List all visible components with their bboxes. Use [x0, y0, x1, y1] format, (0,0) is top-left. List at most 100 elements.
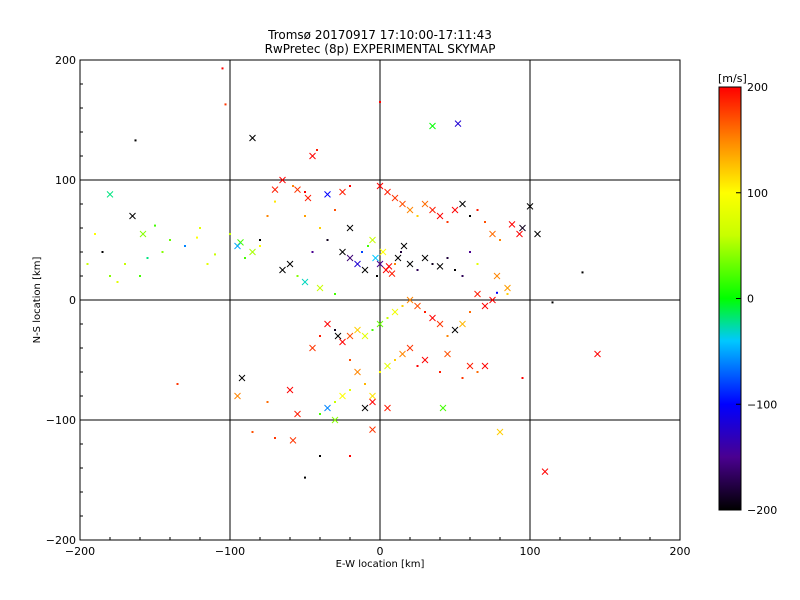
y-tick-label: −200 [46, 534, 76, 547]
data-point-dot [349, 359, 351, 361]
data-point-cross [429, 314, 436, 322]
data-point-dot [424, 311, 426, 313]
data-point-cross [436, 320, 444, 328]
data-point-cross [334, 332, 342, 340]
data-point-dot [296, 275, 299, 277]
data-point-cross [474, 290, 481, 298]
y-tick-label: 100 [55, 174, 76, 187]
y-tick-label: 200 [55, 54, 76, 67]
data-point-cross [400, 242, 408, 250]
x-tick-label: 100 [520, 545, 541, 558]
data-point-dot [251, 431, 254, 433]
data-point-dot [221, 67, 224, 70]
data-point-dot [439, 371, 441, 373]
data-point-dot [146, 257, 149, 259]
chart-title-line2: RwPretec (8p) EXPERIMENTAL SKYMAP [265, 42, 496, 56]
data-point-dot [334, 329, 336, 331]
data-point-cross [429, 122, 436, 130]
data-point-cross [459, 200, 466, 208]
data-point-dot [304, 476, 306, 479]
data-point-dot [461, 377, 464, 379]
data-point-cross [354, 260, 361, 268]
x-tick-label: 200 [670, 545, 691, 558]
data-point-dot [386, 317, 389, 319]
colorbar-tick-label: 200 [747, 81, 768, 94]
data-point-cross [279, 176, 286, 184]
data-point-cross [129, 212, 136, 220]
data-point-dot [259, 245, 261, 247]
data-point-cross [106, 191, 114, 198]
data-point-cross [346, 224, 354, 232]
data-point-dot [400, 251, 402, 253]
data-point-dot [484, 221, 486, 223]
data-point-cross [354, 368, 361, 376]
data-point-dot [367, 245, 369, 247]
data-point-cross [309, 344, 316, 352]
data-point-dot [334, 401, 336, 403]
data-point-dot [224, 103, 227, 106]
data-point-cross [496, 428, 504, 436]
data-point-dot [394, 359, 396, 361]
data-point-dot [446, 335, 449, 337]
data-point-dot [476, 371, 479, 373]
data-point-dot [349, 185, 351, 187]
data-point-dot [161, 251, 164, 253]
data-point-dot [86, 263, 89, 265]
data-point-cross [346, 254, 354, 262]
data-point-dot [154, 224, 156, 227]
data-point-cross [459, 320, 466, 328]
colorbar-tick-label: −200 [747, 504, 777, 517]
data-point-dot [94, 233, 96, 235]
data-point-cross [439, 404, 447, 412]
data-point-cross [504, 284, 511, 292]
data-point-dot [551, 301, 554, 304]
data-point-dot [349, 455, 351, 457]
data-point-cross [339, 338, 346, 346]
data-point-dot [139, 275, 141, 277]
data-point-cross [304, 194, 312, 202]
data-point-cross [294, 186, 301, 193]
y-tick-label: 0 [69, 294, 76, 307]
data-point-cross [421, 200, 429, 208]
data-point-dot [446, 257, 449, 259]
data-point-cross [466, 362, 474, 370]
data-point-dot [274, 437, 276, 439]
y-tick-label: −100 [46, 414, 76, 427]
data-point-dot [334, 209, 336, 211]
colorbar-label: [m/s] [718, 72, 747, 85]
data-point-cross [294, 410, 301, 418]
data-point-cross [324, 191, 331, 198]
data-point-cross [324, 404, 331, 412]
data-point-dot [416, 365, 419, 367]
data-point-dot [454, 269, 456, 271]
data-point-dot [319, 335, 321, 337]
x-tick-label: −100 [215, 545, 245, 558]
data-point-cross [388, 270, 396, 277]
data-point-cross [481, 362, 489, 370]
data-point-cross [489, 296, 496, 304]
data-point-cross [508, 221, 516, 228]
data-point-cross [489, 230, 496, 238]
data-point-dot [274, 200, 276, 203]
colorbar: [m/s] 200 100 0 −100 −200 [718, 72, 777, 517]
data-point-cross [361, 266, 369, 274]
data-point-dot [476, 209, 479, 211]
data-point-cross [369, 392, 376, 400]
data-point-cross [354, 326, 361, 334]
data-point-cross [516, 230, 523, 238]
data-point-cross [541, 468, 549, 475]
data-point-cross [451, 326, 459, 334]
data-point-dot [416, 215, 419, 217]
data-point-dot [109, 275, 111, 277]
x-tick-label: −200 [65, 545, 95, 558]
data-points [86, 67, 601, 479]
data-point-cross [436, 212, 444, 220]
data-point-dot [349, 389, 351, 391]
data-point-cross [238, 374, 246, 382]
data-point-cross [444, 350, 451, 358]
data-point-dot [521, 377, 524, 379]
data-point-cross [399, 200, 406, 208]
colorbar-tick-label: 0 [747, 293, 754, 306]
data-point-dot [379, 101, 381, 103]
